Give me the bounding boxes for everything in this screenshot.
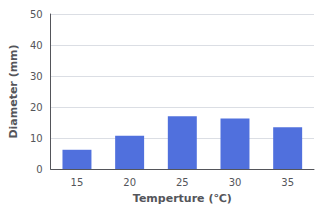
svg-text:20: 20: [123, 177, 136, 188]
svg-text:20: 20: [30, 102, 43, 113]
svg-text:10: 10: [30, 133, 43, 144]
svg-text:50: 50: [30, 9, 43, 20]
svg-text:35: 35: [281, 177, 294, 188]
svg-text:25: 25: [176, 177, 189, 188]
svg-text:Temperture (℃): Temperture (℃): [133, 192, 232, 205]
svg-text:30: 30: [229, 177, 242, 188]
svg-text:0: 0: [36, 164, 42, 175]
svg-text:30: 30: [30, 71, 43, 82]
svg-text:15: 15: [71, 177, 84, 188]
svg-text:40: 40: [30, 40, 43, 51]
svg-text:Diameter (mm): Diameter (mm): [7, 44, 20, 138]
